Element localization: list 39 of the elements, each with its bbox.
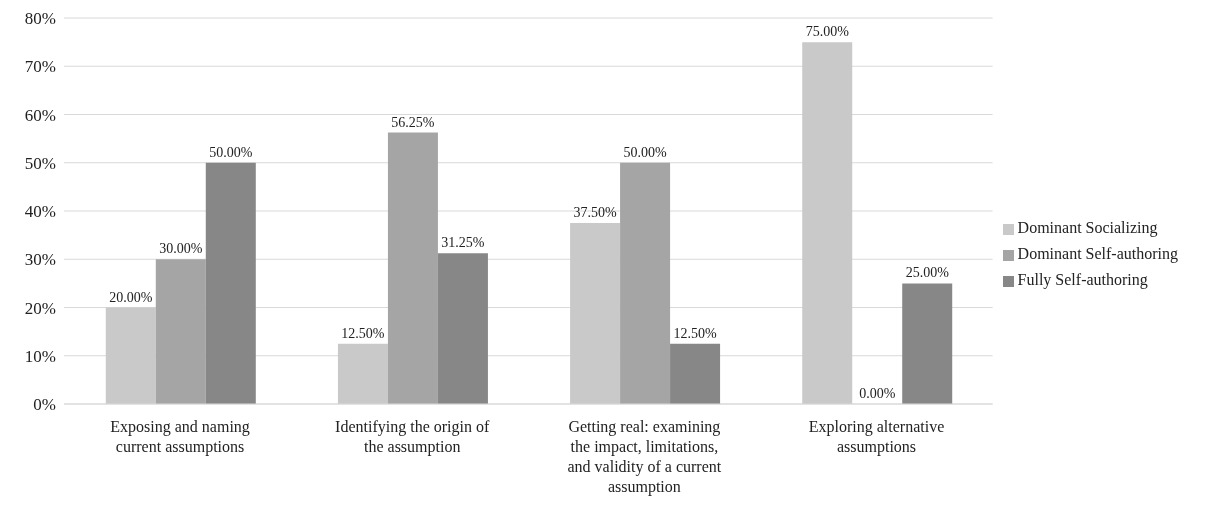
- data-label: 31.25%: [441, 235, 485, 251]
- data-label: 50.00%: [623, 144, 667, 160]
- y-tick-label: 80%: [24, 9, 56, 29]
- y-tick-label: 40%: [24, 202, 56, 222]
- legend-label: Fully Self-authoring: [1017, 271, 1148, 288]
- bar: [670, 343, 721, 404]
- bar: [337, 343, 388, 404]
- bar: [155, 259, 206, 404]
- y-tick-label: 50%: [24, 153, 56, 173]
- data-label: 50.00%: [209, 144, 253, 160]
- x-tick-label: Exploring alternative assumptions: [808, 418, 945, 456]
- data-label: 25.00%: [905, 265, 950, 281]
- data-label: 12.50%: [673, 325, 717, 341]
- data-label: 30.00%: [159, 241, 203, 257]
- bar: [802, 42, 853, 404]
- bar: [205, 162, 256, 404]
- data-label: 56.25%: [391, 114, 435, 130]
- legend-label: Dominant Self-authoring: [1017, 245, 1178, 262]
- y-tick-label: 60%: [24, 105, 56, 125]
- bar: [902, 283, 953, 404]
- data-label: 37.50%: [573, 205, 617, 221]
- bar: [105, 307, 156, 404]
- x-tick-label: Getting real: examining the impact, limitations, and validity of a current assumption: [567, 418, 722, 496]
- data-label: 20.00%: [109, 289, 153, 305]
- y-tick-label: 70%: [24, 57, 56, 77]
- bar: [570, 223, 621, 404]
- data-label: 12.50%: [341, 325, 385, 341]
- bar: [437, 253, 488, 404]
- x-tick-label: Exposing and naming current assumptions: [110, 418, 250, 456]
- y-tick-label: 0%: [33, 395, 56, 415]
- bar: [387, 132, 438, 404]
- y-tick-label: 20%: [24, 298, 56, 318]
- y-tick-label: 30%: [24, 250, 56, 270]
- bar: [620, 162, 671, 404]
- x-tick-label: Identifying the origin of the assumption: [335, 418, 490, 456]
- legend-label: Dominant Socializing: [1017, 219, 1158, 236]
- data-label: 75.00%: [805, 24, 850, 40]
- data-label: 0.00%: [859, 385, 896, 401]
- y-tick-label: 10%: [24, 346, 56, 366]
